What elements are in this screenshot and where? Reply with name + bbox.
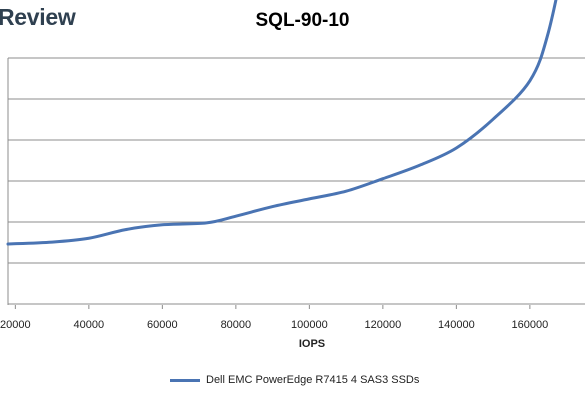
brand-logo: Review: [0, 4, 76, 30]
x-tick-label: 120000: [365, 319, 402, 331]
series-layer: [6, 0, 558, 246]
x-tick-label: 80000: [221, 319, 252, 331]
legend-swatch: [170, 378, 200, 382]
legend-label: Dell EMC PowerEdge R7415 4 SAS3 SSDs: [206, 374, 420, 386]
x-tick-label: 20000: [0, 319, 31, 331]
legend: Dell EMC PowerEdge R7415 4 SAS3 SSDs: [170, 374, 419, 386]
series-line: [6, 0, 558, 246]
x-tick-label: 100000: [291, 319, 328, 331]
x-tick-label: 160000: [512, 319, 549, 331]
gridlines: [7, 57, 585, 305]
x-tick-label: 40000: [74, 319, 105, 331]
x-axis-ticks: 20000 40000 60000 80000 100000 120000 140000 16…: [0, 305, 548, 331]
x-tick-label: 140000: [438, 319, 475, 331]
x-axis-title: IOPS: [299, 338, 325, 350]
chart-title: SQL-90-10: [255, 10, 350, 31]
x-tick-label: 60000: [147, 319, 178, 331]
